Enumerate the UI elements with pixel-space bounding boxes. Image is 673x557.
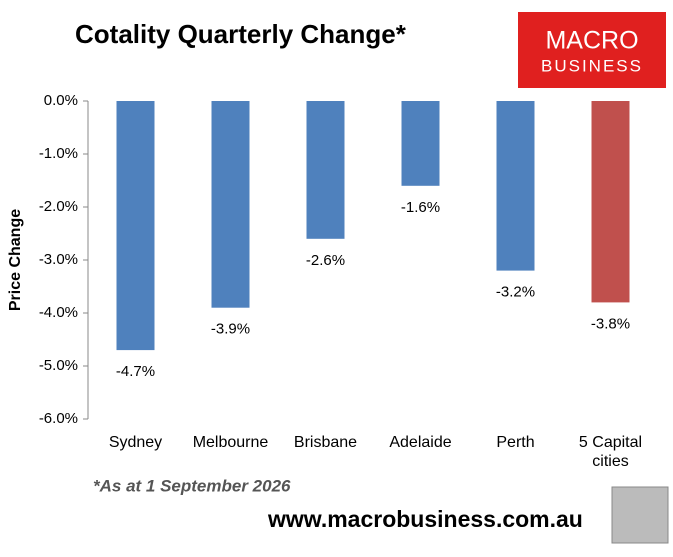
x-tick-label: Sydney	[108, 434, 163, 451]
bar	[496, 101, 535, 271]
bar	[591, 101, 630, 303]
y-tick-label: -3.0%	[39, 251, 78, 268]
value-label: -3.2%	[496, 284, 535, 301]
logo-box	[518, 12, 666, 88]
logo-text: MACRO	[545, 27, 638, 55]
value-label: -4.7%	[116, 363, 155, 380]
website: www.macrobusiness.com.au	[267, 506, 583, 532]
x-tick-label: Adelaide	[389, 434, 452, 451]
x-tick-label: Brisbane	[293, 434, 358, 451]
value-label: -3.9%	[211, 321, 250, 338]
value-label: -2.6%	[306, 252, 345, 269]
value-label: -3.8%	[591, 315, 630, 332]
x-tick-label: Perth	[496, 434, 535, 451]
y-tick-label: -2.0%	[39, 198, 78, 215]
y-axis-label: Price Change	[7, 209, 24, 311]
logo-text: BUSINESS	[541, 56, 643, 75]
bar	[211, 101, 250, 308]
footnote: *As at 1 September 2026	[93, 476, 291, 495]
logo-image	[611, 486, 669, 544]
value-label: -1.6%	[401, 199, 440, 216]
x-tick-label: Melbourne	[192, 434, 269, 451]
y-tick-label: -5.0%	[39, 357, 78, 374]
y-tick-label: -1.0%	[39, 145, 78, 162]
x-tick-label: 5 Capital cities	[578, 434, 643, 470]
y-tick-label: 0.0%	[44, 92, 78, 109]
y-tick-label: -4.0%	[39, 304, 78, 321]
bar	[401, 101, 440, 186]
bar	[116, 101, 155, 351]
bar	[306, 101, 345, 239]
y-tick-label: -6.0%	[39, 410, 78, 427]
chart-title: Cotality Quarterly Change*	[75, 19, 407, 49]
